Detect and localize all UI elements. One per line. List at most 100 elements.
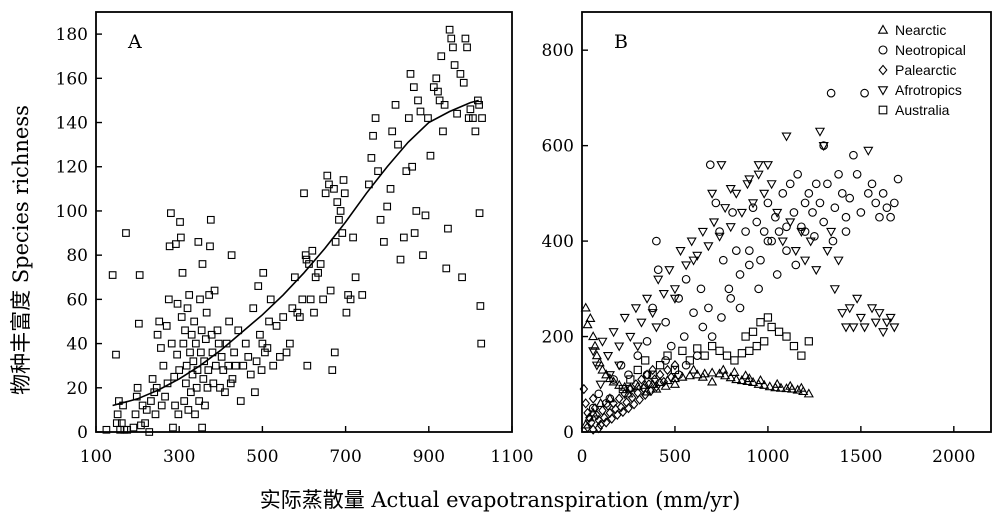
data-point bbox=[295, 313, 304, 321]
data-point bbox=[756, 318, 765, 327]
data-point bbox=[789, 341, 799, 351]
data-point bbox=[440, 100, 449, 109]
data-point bbox=[447, 34, 456, 43]
data-point bbox=[583, 422, 592, 433]
data-point bbox=[195, 397, 204, 405]
data-point bbox=[601, 369, 612, 379]
data-point bbox=[669, 294, 681, 304]
data-point bbox=[744, 175, 755, 185]
data-point bbox=[666, 371, 676, 383]
data-point bbox=[272, 322, 281, 330]
data-point bbox=[646, 385, 656, 397]
legend-marker bbox=[878, 45, 888, 55]
x-tick-label: 700 bbox=[329, 447, 361, 467]
data-point bbox=[282, 348, 291, 357]
data-point bbox=[236, 397, 245, 405]
data-point bbox=[276, 352, 284, 361]
data-point bbox=[330, 184, 338, 193]
data-point bbox=[588, 403, 598, 413]
data-point bbox=[881, 318, 892, 328]
data-point bbox=[187, 330, 196, 339]
data-point bbox=[855, 313, 866, 323]
data-point bbox=[659, 376, 669, 388]
data-point bbox=[186, 348, 194, 357]
data-point bbox=[707, 189, 718, 199]
data-point bbox=[648, 364, 657, 376]
data-point bbox=[833, 256, 844, 266]
data-point bbox=[177, 233, 185, 242]
data-point bbox=[406, 70, 415, 78]
data-point bbox=[632, 381, 643, 391]
data-point bbox=[239, 361, 248, 370]
data-point bbox=[475, 209, 484, 218]
data-point bbox=[759, 227, 769, 236]
data-point bbox=[635, 394, 644, 405]
data-point bbox=[478, 114, 486, 122]
data-point bbox=[747, 199, 759, 209]
data-point bbox=[755, 375, 766, 385]
data-point bbox=[874, 309, 885, 319]
data-point bbox=[210, 286, 219, 295]
data-point bbox=[785, 218, 796, 228]
data-point bbox=[805, 237, 816, 247]
data-point bbox=[648, 370, 657, 379]
data-point bbox=[730, 356, 739, 365]
data-point bbox=[176, 218, 184, 226]
data-point bbox=[153, 330, 162, 339]
plot-frame bbox=[95, 11, 513, 433]
data-point bbox=[707, 341, 717, 351]
data-point bbox=[618, 406, 628, 418]
data-point bbox=[129, 423, 138, 432]
data-point bbox=[339, 176, 348, 184]
legend-box bbox=[873, 16, 987, 126]
data-point bbox=[585, 312, 596, 323]
data-point bbox=[391, 100, 400, 109]
data-point bbox=[792, 384, 803, 394]
data-point bbox=[102, 425, 111, 434]
data-point bbox=[142, 406, 151, 414]
data-point bbox=[580, 419, 591, 429]
data-point bbox=[630, 304, 641, 314]
data-point bbox=[652, 236, 661, 246]
data-point bbox=[207, 330, 216, 339]
data-point bbox=[804, 189, 814, 198]
legend-label: Afrotropics bbox=[895, 82, 962, 98]
data-point bbox=[595, 380, 606, 390]
data-point bbox=[227, 251, 236, 260]
data-point bbox=[772, 208, 783, 218]
data-point bbox=[871, 198, 881, 208]
data-point bbox=[852, 169, 862, 179]
data-point bbox=[190, 317, 199, 326]
data-point bbox=[685, 356, 694, 365]
data-point bbox=[629, 399, 639, 410]
data-point bbox=[849, 150, 858, 160]
data-point bbox=[585, 412, 594, 423]
legend: Nearctic Neotropical Palearctic Afrotropics… bbox=[873, 16, 987, 126]
data-point bbox=[870, 318, 881, 328]
panel-label: B bbox=[614, 31, 628, 53]
x-tick-label: 500 bbox=[246, 447, 278, 467]
data-point bbox=[108, 271, 117, 279]
data-point bbox=[763, 313, 773, 322]
data-point bbox=[112, 350, 120, 359]
data-point bbox=[796, 382, 807, 392]
data-point bbox=[830, 203, 840, 213]
y-tick-label: 40 bbox=[66, 335, 88, 355]
data-point bbox=[878, 189, 888, 198]
data-point bbox=[306, 295, 315, 304]
data-point bbox=[580, 302, 591, 312]
data-point bbox=[416, 107, 425, 116]
data-point bbox=[764, 381, 775, 391]
data-point bbox=[344, 291, 352, 299]
data-point bbox=[692, 251, 703, 261]
data-point bbox=[608, 376, 619, 386]
data-point bbox=[412, 207, 421, 215]
data-point bbox=[261, 348, 269, 357]
data-point bbox=[474, 96, 482, 105]
data-point bbox=[708, 218, 720, 228]
data-point bbox=[619, 313, 630, 323]
data-point bbox=[323, 171, 332, 180]
data-point bbox=[424, 114, 432, 122]
data-point bbox=[837, 309, 848, 319]
